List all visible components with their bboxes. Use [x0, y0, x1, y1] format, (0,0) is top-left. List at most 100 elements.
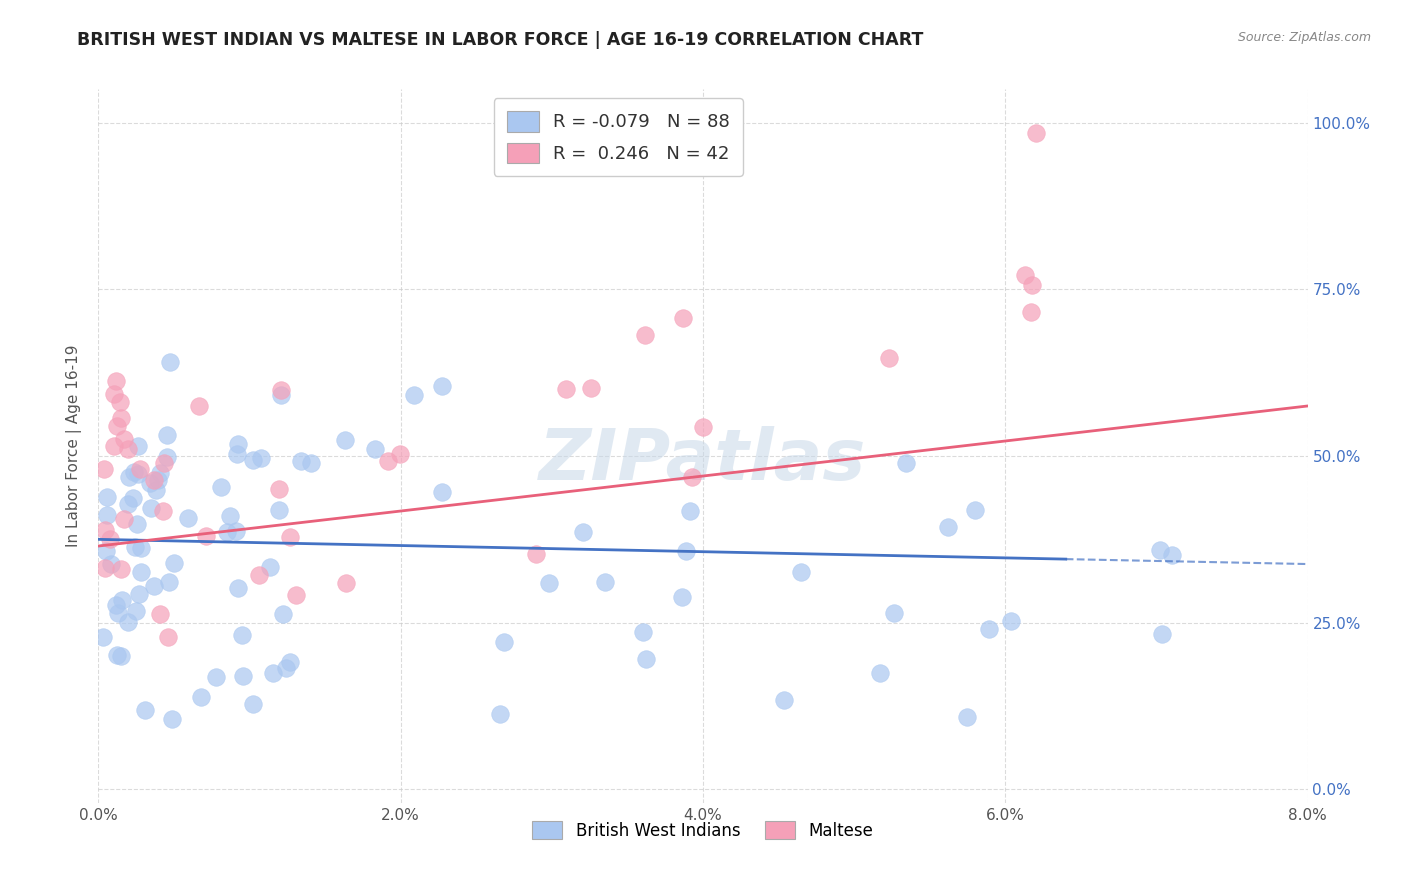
Point	[242, 453, 264, 467]
Point	[124, 540, 146, 554]
Point	[894, 456, 917, 470]
Point	[129, 541, 152, 556]
Point	[98, 532, 121, 546]
Point	[96, 490, 118, 504]
Point	[117, 442, 139, 457]
Point	[117, 615, 139, 629]
Point	[105, 419, 128, 434]
Point	[249, 450, 271, 465]
Point	[270, 383, 292, 397]
Point	[159, 355, 181, 369]
Point	[489, 706, 512, 721]
Point	[108, 394, 131, 409]
Point	[389, 446, 412, 460]
Point	[117, 497, 139, 511]
Point	[225, 524, 247, 538]
Point	[125, 604, 148, 618]
Point	[271, 607, 294, 621]
Point	[430, 378, 453, 392]
Point	[631, 624, 654, 639]
Point	[430, 484, 453, 499]
Point	[142, 473, 165, 487]
Point	[335, 576, 357, 591]
Point	[672, 310, 695, 325]
Text: BRITISH WEST INDIAN VS MALTESE IN LABOR FORCE | AGE 16-19 CORRELATION CHART: BRITISH WEST INDIAN VS MALTESE IN LABOR …	[77, 31, 924, 49]
Point	[152, 503, 174, 517]
Point	[1021, 277, 1043, 292]
Point	[979, 622, 1001, 636]
Y-axis label: In Labor Force | Age 16-19: In Labor Force | Age 16-19	[66, 344, 83, 548]
Point	[204, 670, 226, 684]
Point	[554, 382, 576, 396]
Point	[877, 351, 900, 366]
Point	[156, 450, 179, 465]
Point	[217, 525, 239, 540]
Point	[270, 388, 292, 402]
Point	[139, 501, 162, 516]
Point	[128, 461, 150, 475]
Point	[134, 703, 156, 717]
Point	[402, 388, 425, 402]
Point	[633, 328, 655, 343]
Point	[177, 510, 200, 524]
Point	[278, 656, 301, 670]
Point	[96, 544, 118, 558]
Point	[110, 648, 132, 663]
Point	[122, 491, 145, 505]
Point	[1025, 126, 1047, 140]
Point	[226, 582, 249, 596]
Point	[579, 381, 602, 395]
Point	[492, 634, 515, 648]
Point	[103, 387, 125, 401]
Point	[105, 648, 128, 662]
Point	[883, 606, 905, 620]
Point	[127, 467, 149, 482]
Point	[290, 453, 312, 467]
Point	[524, 547, 547, 561]
Point	[634, 652, 657, 666]
Point	[538, 576, 561, 591]
Point	[675, 544, 697, 558]
Point	[146, 473, 169, 487]
Point	[103, 439, 125, 453]
Point	[692, 419, 714, 434]
Point	[671, 590, 693, 604]
Point	[110, 411, 132, 425]
Point	[149, 466, 172, 480]
Point	[335, 434, 357, 448]
Point	[869, 666, 891, 681]
Point	[96, 508, 118, 522]
Legend: British West Indians, Maltese: British West Indians, Maltese	[524, 813, 882, 848]
Point	[112, 512, 135, 526]
Point	[377, 453, 399, 467]
Point	[1019, 305, 1042, 319]
Point	[225, 447, 247, 461]
Point	[595, 574, 617, 589]
Point	[772, 693, 794, 707]
Point	[278, 530, 301, 544]
Point	[112, 432, 135, 446]
Point	[681, 470, 703, 484]
Point	[128, 587, 150, 601]
Point	[129, 565, 152, 579]
Point	[153, 456, 176, 470]
Point	[195, 529, 218, 543]
Point	[936, 519, 959, 533]
Point	[111, 593, 134, 607]
Point	[93, 462, 115, 476]
Point	[156, 630, 179, 644]
Point	[118, 469, 141, 483]
Point	[789, 565, 811, 579]
Point	[142, 579, 165, 593]
Point	[211, 480, 233, 494]
Point	[259, 559, 281, 574]
Point	[231, 628, 253, 642]
Point	[1014, 268, 1036, 283]
Point	[285, 588, 308, 602]
Point	[91, 630, 114, 644]
Point	[269, 482, 291, 496]
Point	[572, 524, 595, 539]
Point	[247, 568, 270, 582]
Point	[94, 560, 117, 574]
Point	[679, 504, 702, 518]
